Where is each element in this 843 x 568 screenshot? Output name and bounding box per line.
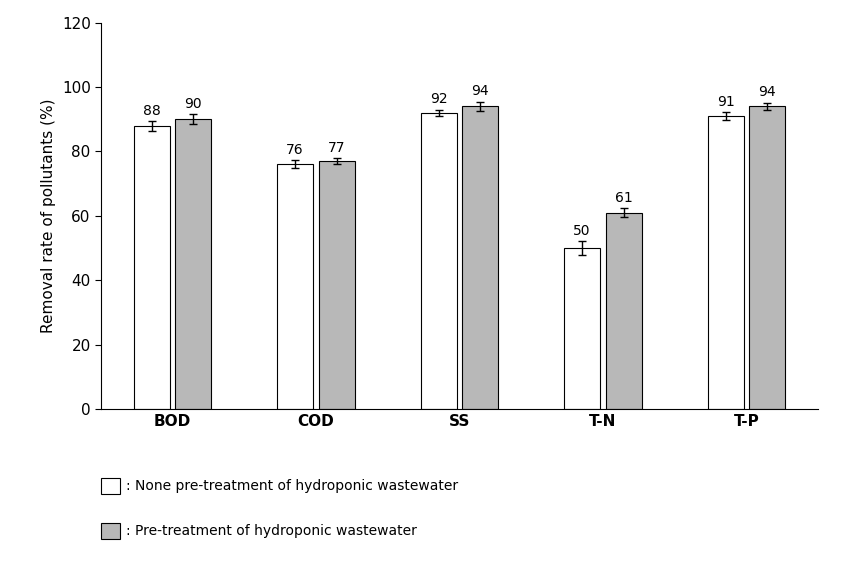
Bar xyxy=(134,126,169,409)
Text: 76: 76 xyxy=(287,143,304,157)
Text: 92: 92 xyxy=(430,93,448,106)
Text: : Pre-treatment of hydroponic wastewater: : Pre-treatment of hydroponic wastewater xyxy=(126,524,417,538)
Text: 94: 94 xyxy=(471,85,489,98)
Text: 91: 91 xyxy=(717,95,734,109)
Text: 77: 77 xyxy=(328,141,346,154)
Text: : None pre-treatment of hydroponic wastewater: : None pre-treatment of hydroponic waste… xyxy=(126,479,459,492)
Bar xyxy=(277,164,313,409)
Bar xyxy=(421,113,457,409)
Bar xyxy=(606,212,642,409)
Text: 50: 50 xyxy=(573,224,591,238)
Bar xyxy=(707,116,744,409)
Text: 61: 61 xyxy=(615,191,632,204)
Bar xyxy=(749,106,785,409)
Text: 90: 90 xyxy=(185,97,202,111)
Text: 88: 88 xyxy=(142,104,160,118)
Bar xyxy=(462,106,498,409)
Bar xyxy=(564,248,600,409)
Bar xyxy=(319,161,355,409)
Y-axis label: Removal rate of pollutants (%): Removal rate of pollutants (%) xyxy=(41,99,56,333)
Bar xyxy=(175,119,212,409)
Text: 94: 94 xyxy=(759,85,776,99)
